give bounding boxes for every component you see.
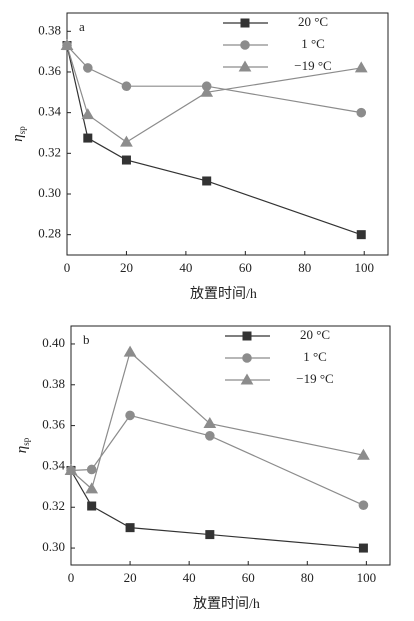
marker-triangle <box>123 345 137 357</box>
x-tick-label: 80 <box>298 260 311 275</box>
panel-label: a <box>79 19 85 34</box>
legend-marker <box>240 373 254 385</box>
marker-square <box>125 523 135 533</box>
y-tick-label: 0.34 <box>42 457 65 472</box>
legend-marker <box>242 331 252 341</box>
marker-triangle <box>203 417 217 429</box>
y-tick-label: 0.30 <box>38 185 61 200</box>
marker-circle <box>358 500 369 510</box>
panel-label: b <box>83 332 90 347</box>
marker-square <box>205 530 215 540</box>
marker-square <box>202 176 212 186</box>
marker-square <box>121 155 131 165</box>
y-axis-symbol: η <box>14 446 30 453</box>
y-tick-label: 0.34 <box>38 104 61 119</box>
x-tick-label: 40 <box>179 260 192 275</box>
legend-label: 20 °C <box>298 14 328 29</box>
marker-circle <box>125 410 135 421</box>
legend-label: 1 °C <box>303 349 327 364</box>
marker-triangle <box>60 39 74 51</box>
y-tick-label: 0.38 <box>42 376 65 391</box>
marker-circle <box>86 464 97 475</box>
marker-circle <box>356 107 367 118</box>
marker-circle <box>121 81 132 92</box>
x-tick-label: 100 <box>354 260 374 275</box>
plot-frame <box>66 12 389 256</box>
x-tick-label: 40 <box>183 570 196 585</box>
series-line <box>70 414 364 506</box>
x-tick-label: 20 <box>124 570 137 585</box>
legend-marker <box>242 353 252 363</box>
y-tick-label: 0.38 <box>38 22 61 37</box>
marker-circle <box>83 63 93 73</box>
marker-triangle <box>81 108 95 120</box>
plot-frame <box>70 325 391 566</box>
x-tick-label: 20 <box>120 260 133 275</box>
marker-circle <box>205 431 215 441</box>
y-axis-symbol: η <box>10 134 26 141</box>
y-tick-label: 0.30 <box>42 539 65 554</box>
marker-triangle <box>200 85 214 97</box>
x-tick-label: 80 <box>301 570 314 585</box>
legend-marker <box>240 40 250 50</box>
x-tick-label: 0 <box>64 260 71 275</box>
y-axis-label: ηsp <box>10 126 27 142</box>
legend-label: 1 °C <box>301 36 325 51</box>
marker-square <box>358 543 368 553</box>
y-tick-label: 0.32 <box>38 144 61 159</box>
marker-square <box>83 133 93 143</box>
series-line <box>66 45 362 236</box>
legend-label: 20 °C <box>300 327 330 342</box>
marker-triangle <box>120 135 133 147</box>
y-tick-label: 0.40 <box>42 335 65 350</box>
x-tick-label: 60 <box>239 260 252 275</box>
legend-marker <box>238 60 252 72</box>
marker-triangle <box>85 482 99 494</box>
y-tick-label: 0.28 <box>38 226 61 241</box>
x-axis-label: 放置时间/h <box>193 596 260 612</box>
x-tick-label: 0 <box>68 570 75 585</box>
y-tick-label: 0.36 <box>38 63 61 78</box>
series-line <box>66 45 362 114</box>
marker-triangle <box>64 464 78 476</box>
marker-square <box>87 501 97 511</box>
marker-triangle <box>354 61 368 73</box>
x-axis-label: 放置时间/h <box>190 286 257 302</box>
x-tick-label: 100 <box>357 570 377 585</box>
y-axis-subscript: sp <box>17 126 27 135</box>
series-line <box>70 470 364 549</box>
legend-label: −19 °C <box>294 58 331 73</box>
y-tick-label: 0.36 <box>42 417 65 432</box>
y-tick-label: 0.32 <box>42 498 65 513</box>
marker-square <box>356 230 366 240</box>
x-tick-label: 60 <box>242 570 255 585</box>
legend-label: −19 °C <box>296 371 333 386</box>
marker-triangle <box>357 448 370 460</box>
y-axis-subscript: sp <box>21 437 31 446</box>
legend-marker <box>240 18 250 28</box>
y-axis-label: ηsp <box>14 437 31 453</box>
